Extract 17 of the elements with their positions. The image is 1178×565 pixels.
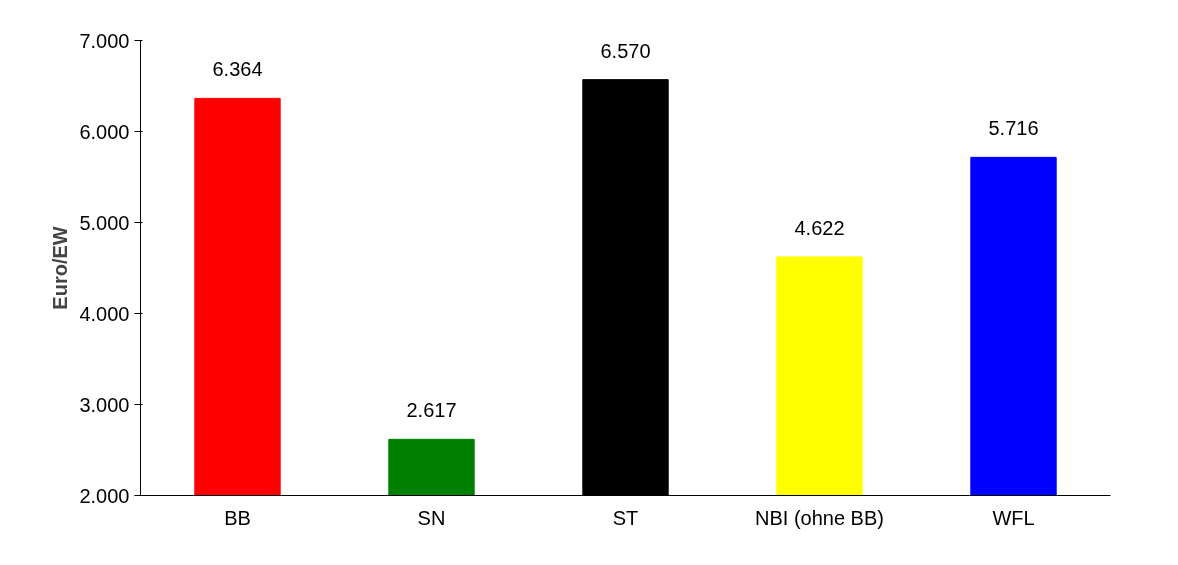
data-label: 4.622: [794, 216, 845, 239]
data-label: 2.617: [406, 399, 457, 422]
data-label: 6.570: [600, 39, 651, 62]
y-tick-label: 3.000: [79, 393, 130, 416]
y-tick-label: 5.000: [79, 211, 130, 234]
y-tick-label: 6.000: [79, 120, 130, 143]
x-tick-label: BB: [224, 506, 251, 529]
x-tick-label: NBI (ohne BB): [755, 506, 884, 529]
x-tick-label: WFL: [992, 506, 1035, 529]
y-tick-label: 2.000: [79, 484, 130, 507]
x-tick-label: ST: [612, 506, 639, 529]
y-tick-label: 7.000: [79, 29, 130, 52]
x-tick-label: SN: [417, 506, 446, 529]
data-label: 5.716: [988, 117, 1039, 140]
y-axis-title: Euro/EW: [49, 226, 72, 310]
data-label: 6.364: [212, 58, 263, 81]
y-tick-label: 4.000: [79, 302, 130, 325]
